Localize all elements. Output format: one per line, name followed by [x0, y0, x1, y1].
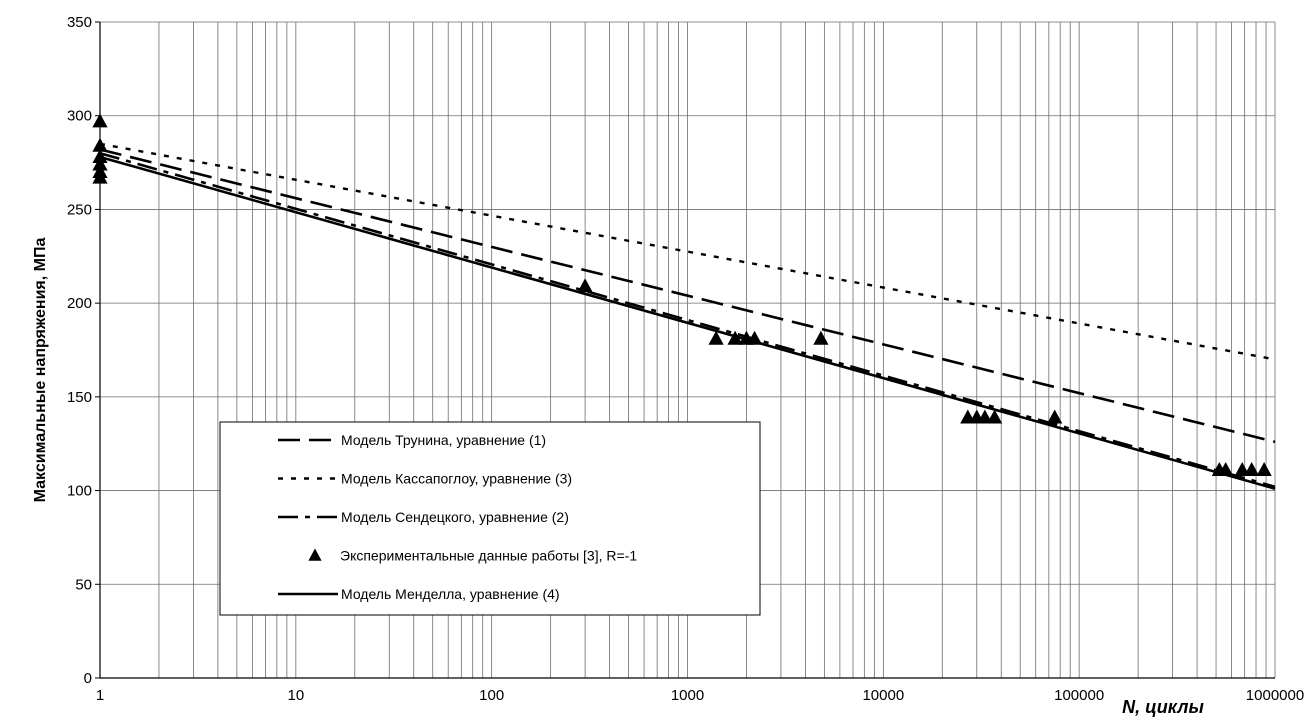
legend-box — [219, 421, 761, 616]
data-point-triangle — [987, 409, 1003, 424]
axes — [95, 21, 1275, 679]
data-point-triangle — [1047, 409, 1063, 424]
data-point-triangle — [1244, 461, 1260, 476]
y-tick-label: 50 — [75, 576, 92, 593]
x-tick-label: 1000 — [671, 687, 704, 704]
y-tick-label: 150 — [67, 389, 92, 406]
x-tick-label: 10 — [287, 687, 304, 704]
data-point-triangle — [1256, 461, 1272, 476]
data-point-triangle — [577, 278, 593, 293]
y-tick-label: 200 — [67, 295, 92, 312]
data-point-triangle — [977, 409, 993, 424]
data-point-triangle — [813, 330, 829, 345]
y-tick-label: 0 — [84, 670, 92, 687]
x-tick-label: 10000 — [862, 687, 904, 704]
data-point-triangle — [92, 169, 108, 184]
legend-label: Модель Трунина, уравнение (1) — [341, 432, 546, 448]
y-axis-label: Максимальные напряжения, МПа — [32, 238, 49, 503]
series-line-2 — [99, 142, 1276, 361]
y-tick-label: 100 — [67, 483, 92, 500]
legend-label: Модель Сендецкого, уравнение (2) — [341, 509, 569, 525]
x-tick-label: 100000 — [1054, 687, 1104, 704]
x-tick-label: 100 — [479, 687, 504, 704]
y-tick-label: 250 — [67, 201, 92, 218]
y-tick-label: 300 — [67, 108, 92, 125]
y-tick-labels: 0 50 100 150 200 250 300 350 — [67, 14, 92, 687]
legend-label: Экспериментальные данные работы [3], R=-… — [340, 548, 637, 564]
legend: Модель Трунина, уравнение (1) Модель Касс… — [219, 421, 761, 616]
data-point-triangle — [92, 113, 108, 128]
x-axis-label: N, циклы — [1122, 697, 1204, 717]
data-point-triangle — [708, 330, 724, 345]
data-point-triangle — [92, 148, 108, 163]
x-tick-label: 1000000 — [1246, 687, 1304, 704]
x-tick-label: 1 — [96, 687, 104, 704]
series-line-5 — [99, 155, 1276, 490]
data-point-triangle — [727, 330, 743, 345]
y-tick-label: 350 — [67, 14, 92, 31]
data-point-triangle — [92, 137, 108, 152]
series-line-3 — [99, 151, 1276, 489]
data-point-triangle — [92, 156, 108, 171]
legend-label: Модель Кассапоглоу, уравнение (3) — [341, 471, 572, 487]
x-tick-labels: 1 10 100 1000 10000 100000 1000000 — [96, 687, 1304, 704]
series-line-1 — [99, 148, 1276, 444]
legend-swatch-triangle — [308, 548, 322, 561]
series-group — [92, 113, 1276, 490]
legend-label: Модель Менделла, уравнение (4) — [341, 586, 560, 602]
